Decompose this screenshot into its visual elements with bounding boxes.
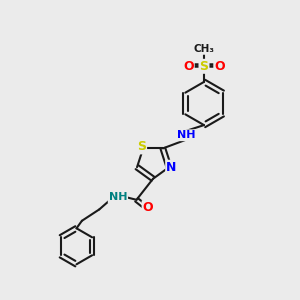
Text: O: O bbox=[183, 60, 194, 73]
Text: NH: NH bbox=[178, 130, 196, 140]
Text: O: O bbox=[142, 201, 153, 214]
Text: O: O bbox=[214, 60, 225, 73]
Text: N: N bbox=[166, 161, 177, 174]
Text: NH: NH bbox=[109, 192, 127, 203]
Text: CH₃: CH₃ bbox=[194, 44, 214, 54]
Text: S: S bbox=[200, 60, 208, 73]
Text: S: S bbox=[137, 140, 146, 153]
